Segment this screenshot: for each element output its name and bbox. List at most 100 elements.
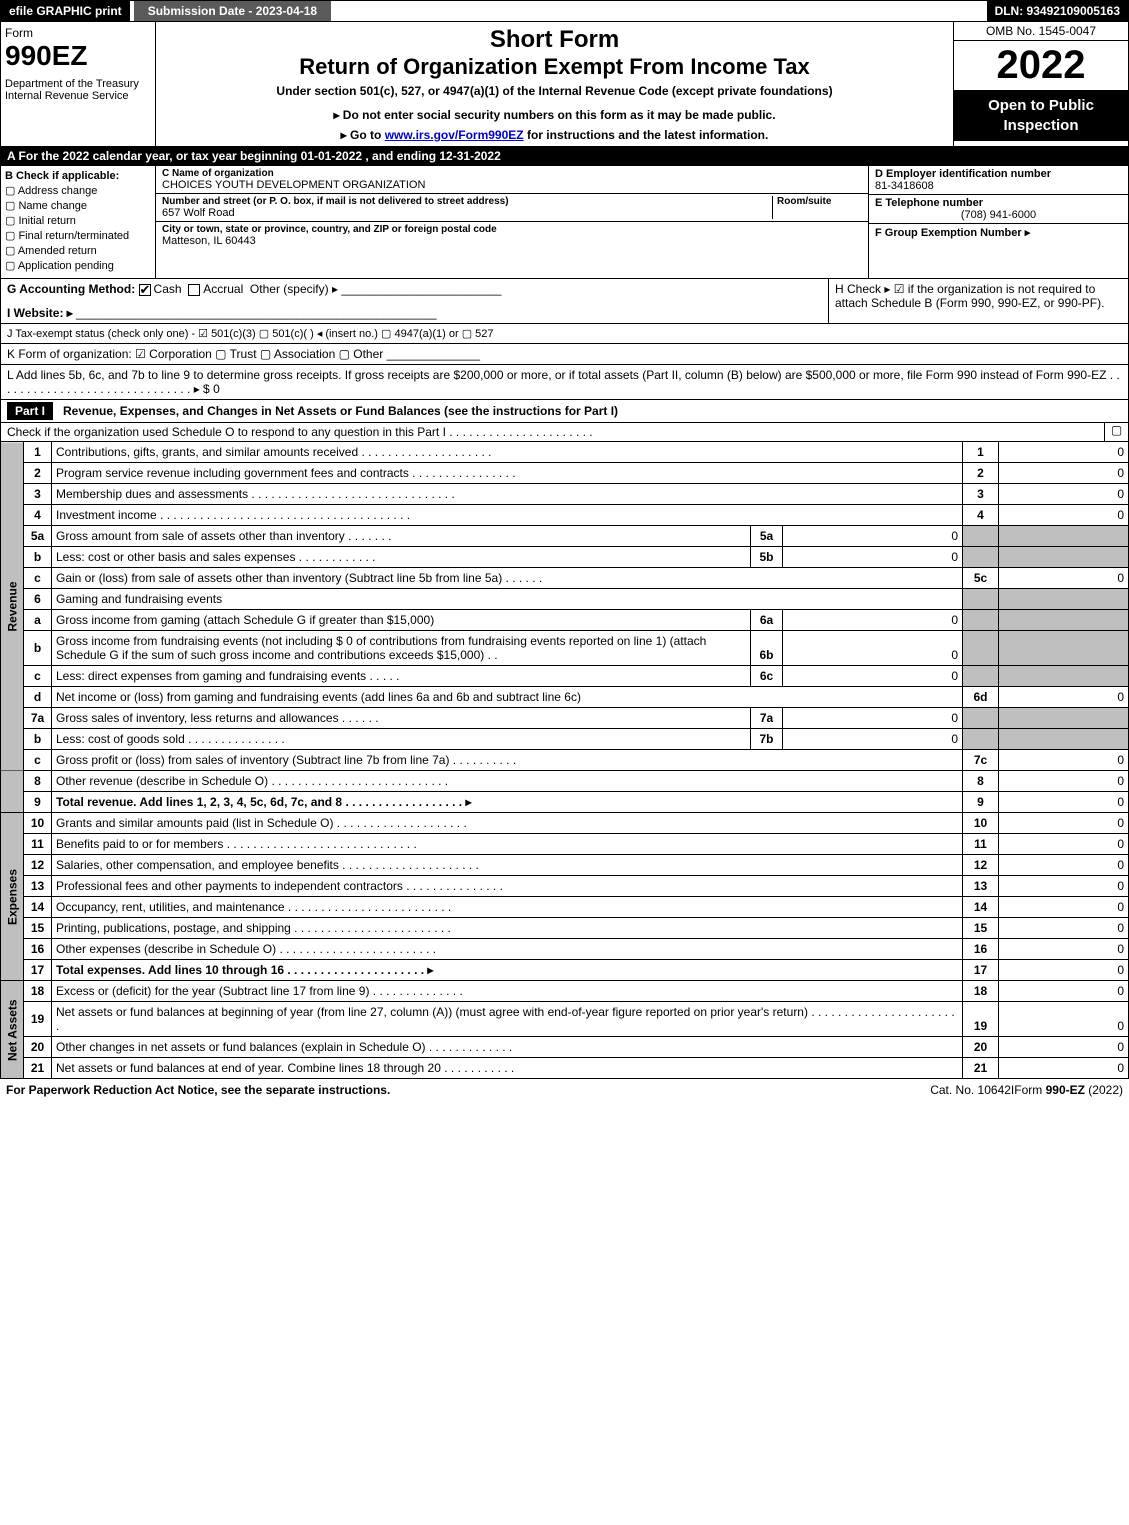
- irs-link[interactable]: www.irs.gov/Form990EZ: [385, 128, 524, 142]
- revenue-side-label: Revenue: [1, 442, 24, 771]
- l15-num: 15: [24, 918, 52, 939]
- l18-ln: 18: [963, 981, 999, 1002]
- l7a-num: 7a: [24, 708, 52, 729]
- section-def: D Employer identification number 81-3418…: [868, 166, 1128, 278]
- l5b-mv: 0: [783, 547, 963, 568]
- l8-ln: 8: [963, 771, 999, 792]
- l5a-shade: [963, 526, 999, 547]
- chk-cash[interactable]: [139, 284, 151, 296]
- l8-val: 0: [999, 771, 1129, 792]
- l11-num: 11: [24, 834, 52, 855]
- info-grid: B Check if applicable: Address change Na…: [0, 166, 1129, 279]
- l14-num: 14: [24, 897, 52, 918]
- l12-val: 0: [999, 855, 1129, 876]
- l1-val: 0: [999, 442, 1129, 463]
- l21-num: 21: [24, 1058, 52, 1079]
- l16-desc: Other expenses (describe in Schedule O) …: [52, 939, 963, 960]
- l6c-mn: 6c: [751, 666, 783, 687]
- l7b-desc: Less: cost of goods sold . . . . . . . .…: [52, 729, 751, 750]
- line-21: 21Net assets or fund balances at end of …: [1, 1058, 1129, 1079]
- l19-val: 0: [999, 1002, 1129, 1037]
- header-center: Short Form Return of Organization Exempt…: [156, 22, 953, 146]
- l6d-ln: 6d: [963, 687, 999, 708]
- d-label: D Employer identification number: [875, 168, 1122, 180]
- l14-ln: 14: [963, 897, 999, 918]
- rev-side-cont: [1, 771, 24, 813]
- l5a-shade2: [999, 526, 1129, 547]
- chk-application-pending[interactable]: Application pending: [5, 259, 151, 272]
- l7b-mv: 0: [783, 729, 963, 750]
- chk-final-return[interactable]: Final return/terminated: [5, 229, 151, 242]
- line-19: 19Net assets or fund balances at beginni…: [1, 1002, 1129, 1037]
- dln: DLN: 93492109005163: [987, 1, 1128, 21]
- l13-ln: 13: [963, 876, 999, 897]
- l6d-num: d: [24, 687, 52, 708]
- l7b-shade2: [999, 729, 1129, 750]
- part1-header-row: Part I Revenue, Expenses, and Changes in…: [0, 400, 1129, 423]
- chk-amended-return[interactable]: Amended return: [5, 244, 151, 257]
- i-label: I Website: ▸: [7, 306, 73, 320]
- l13-num: 13: [24, 876, 52, 897]
- l6c-shade2: [999, 666, 1129, 687]
- line-13: 13Professional fees and other payments t…: [1, 876, 1129, 897]
- c-city-label: City or town, state or province, country…: [162, 224, 862, 235]
- header-left: Form 990EZ Department of the Treasury In…: [1, 22, 156, 146]
- l12-num: 12: [24, 855, 52, 876]
- l15-val: 0: [999, 918, 1129, 939]
- l6c-desc: Less: direct expenses from gaming and fu…: [52, 666, 751, 687]
- other-label: Other (specify) ▸: [250, 282, 338, 296]
- phone: (708) 941-6000: [875, 209, 1122, 221]
- footer-left: For Paperwork Reduction Act Notice, see …: [6, 1083, 810, 1097]
- line-5a: 5a Gross amount from sale of assets othe…: [1, 526, 1129, 547]
- efile-print-button[interactable]: efile GRAPHIC print: [1, 1, 130, 21]
- line-6b: b Gross income from fundraising events (…: [1, 631, 1129, 666]
- f-label: F Group Exemption Number ▸: [875, 226, 1122, 239]
- schedule-o-checkbox[interactable]: ▢: [1104, 423, 1128, 441]
- line-7c: c Gross profit or (loss) from sales of i…: [1, 750, 1129, 771]
- chk-initial-return[interactable]: Initial return: [5, 214, 151, 227]
- line-11: 11Benefits paid to or for members . . . …: [1, 834, 1129, 855]
- l6b-mn: 6b: [751, 631, 783, 666]
- l7a-shade: [963, 708, 999, 729]
- l17-desc: Total expenses. Add lines 10 through 16 …: [52, 960, 963, 981]
- org-city: Matteson, IL 60443: [162, 235, 862, 247]
- c-name-label: C Name of organization: [162, 168, 862, 179]
- line-12: 12Salaries, other compensation, and empl…: [1, 855, 1129, 876]
- c-addr-label: Number and street (or P. O. box, if mail…: [162, 196, 772, 207]
- footer-right-bold: 990-EZ: [1046, 1083, 1085, 1097]
- line-5c: c Gain or (loss) from sale of assets oth…: [1, 568, 1129, 589]
- l5c-num: c: [24, 568, 52, 589]
- l6c-mv: 0: [783, 666, 963, 687]
- org-address: 657 Wolf Road: [162, 207, 772, 219]
- l15-ln: 15: [963, 918, 999, 939]
- l10-ln: 10: [963, 813, 999, 834]
- line-4: 4 Investment income . . . . . . . . . . …: [1, 505, 1129, 526]
- line-15: 15Printing, publications, postage, and s…: [1, 918, 1129, 939]
- chk-address-change[interactable]: Address change: [5, 184, 151, 197]
- l10-desc: Grants and similar amounts paid (list in…: [52, 813, 963, 834]
- section-j: J Tax-exempt status (check only one) - ☑…: [0, 324, 1129, 344]
- form-header: Form 990EZ Department of the Treasury In…: [0, 22, 1129, 147]
- row-a-tax-year: A For the 2022 calendar year, or tax yea…: [0, 147, 1129, 166]
- line-6c: c Less: direct expenses from gaming and …: [1, 666, 1129, 687]
- l5b-num: b: [24, 547, 52, 568]
- ssn-note: ▸ Do not enter social security numbers o…: [164, 108, 945, 122]
- chk-accrual[interactable]: [188, 284, 200, 296]
- footer-right: Form 990-EZ (2022): [1014, 1083, 1123, 1097]
- line-3: 3 Membership dues and assessments . . . …: [1, 484, 1129, 505]
- l7a-shade2: [999, 708, 1129, 729]
- l20-num: 20: [24, 1037, 52, 1058]
- l7a-mv: 0: [783, 708, 963, 729]
- l6c-shade: [963, 666, 999, 687]
- chk-name-change[interactable]: Name change: [5, 199, 151, 212]
- l5b-desc: Less: cost or other basis and sales expe…: [52, 547, 751, 568]
- l3-desc: Membership dues and assessments . . . . …: [52, 484, 963, 505]
- l2-desc: Program service revenue including govern…: [52, 463, 963, 484]
- l7b-shade: [963, 729, 999, 750]
- schedule-o-text: Check if the organization used Schedule …: [1, 423, 1104, 441]
- l20-val: 0: [999, 1037, 1129, 1058]
- l1-ln: 1: [963, 442, 999, 463]
- omb-number: OMB No. 1545-0047: [954, 22, 1128, 41]
- form-subtitle: Under section 501(c), 527, or 4947(a)(1)…: [164, 84, 945, 98]
- part1-label: Part I: [7, 402, 53, 420]
